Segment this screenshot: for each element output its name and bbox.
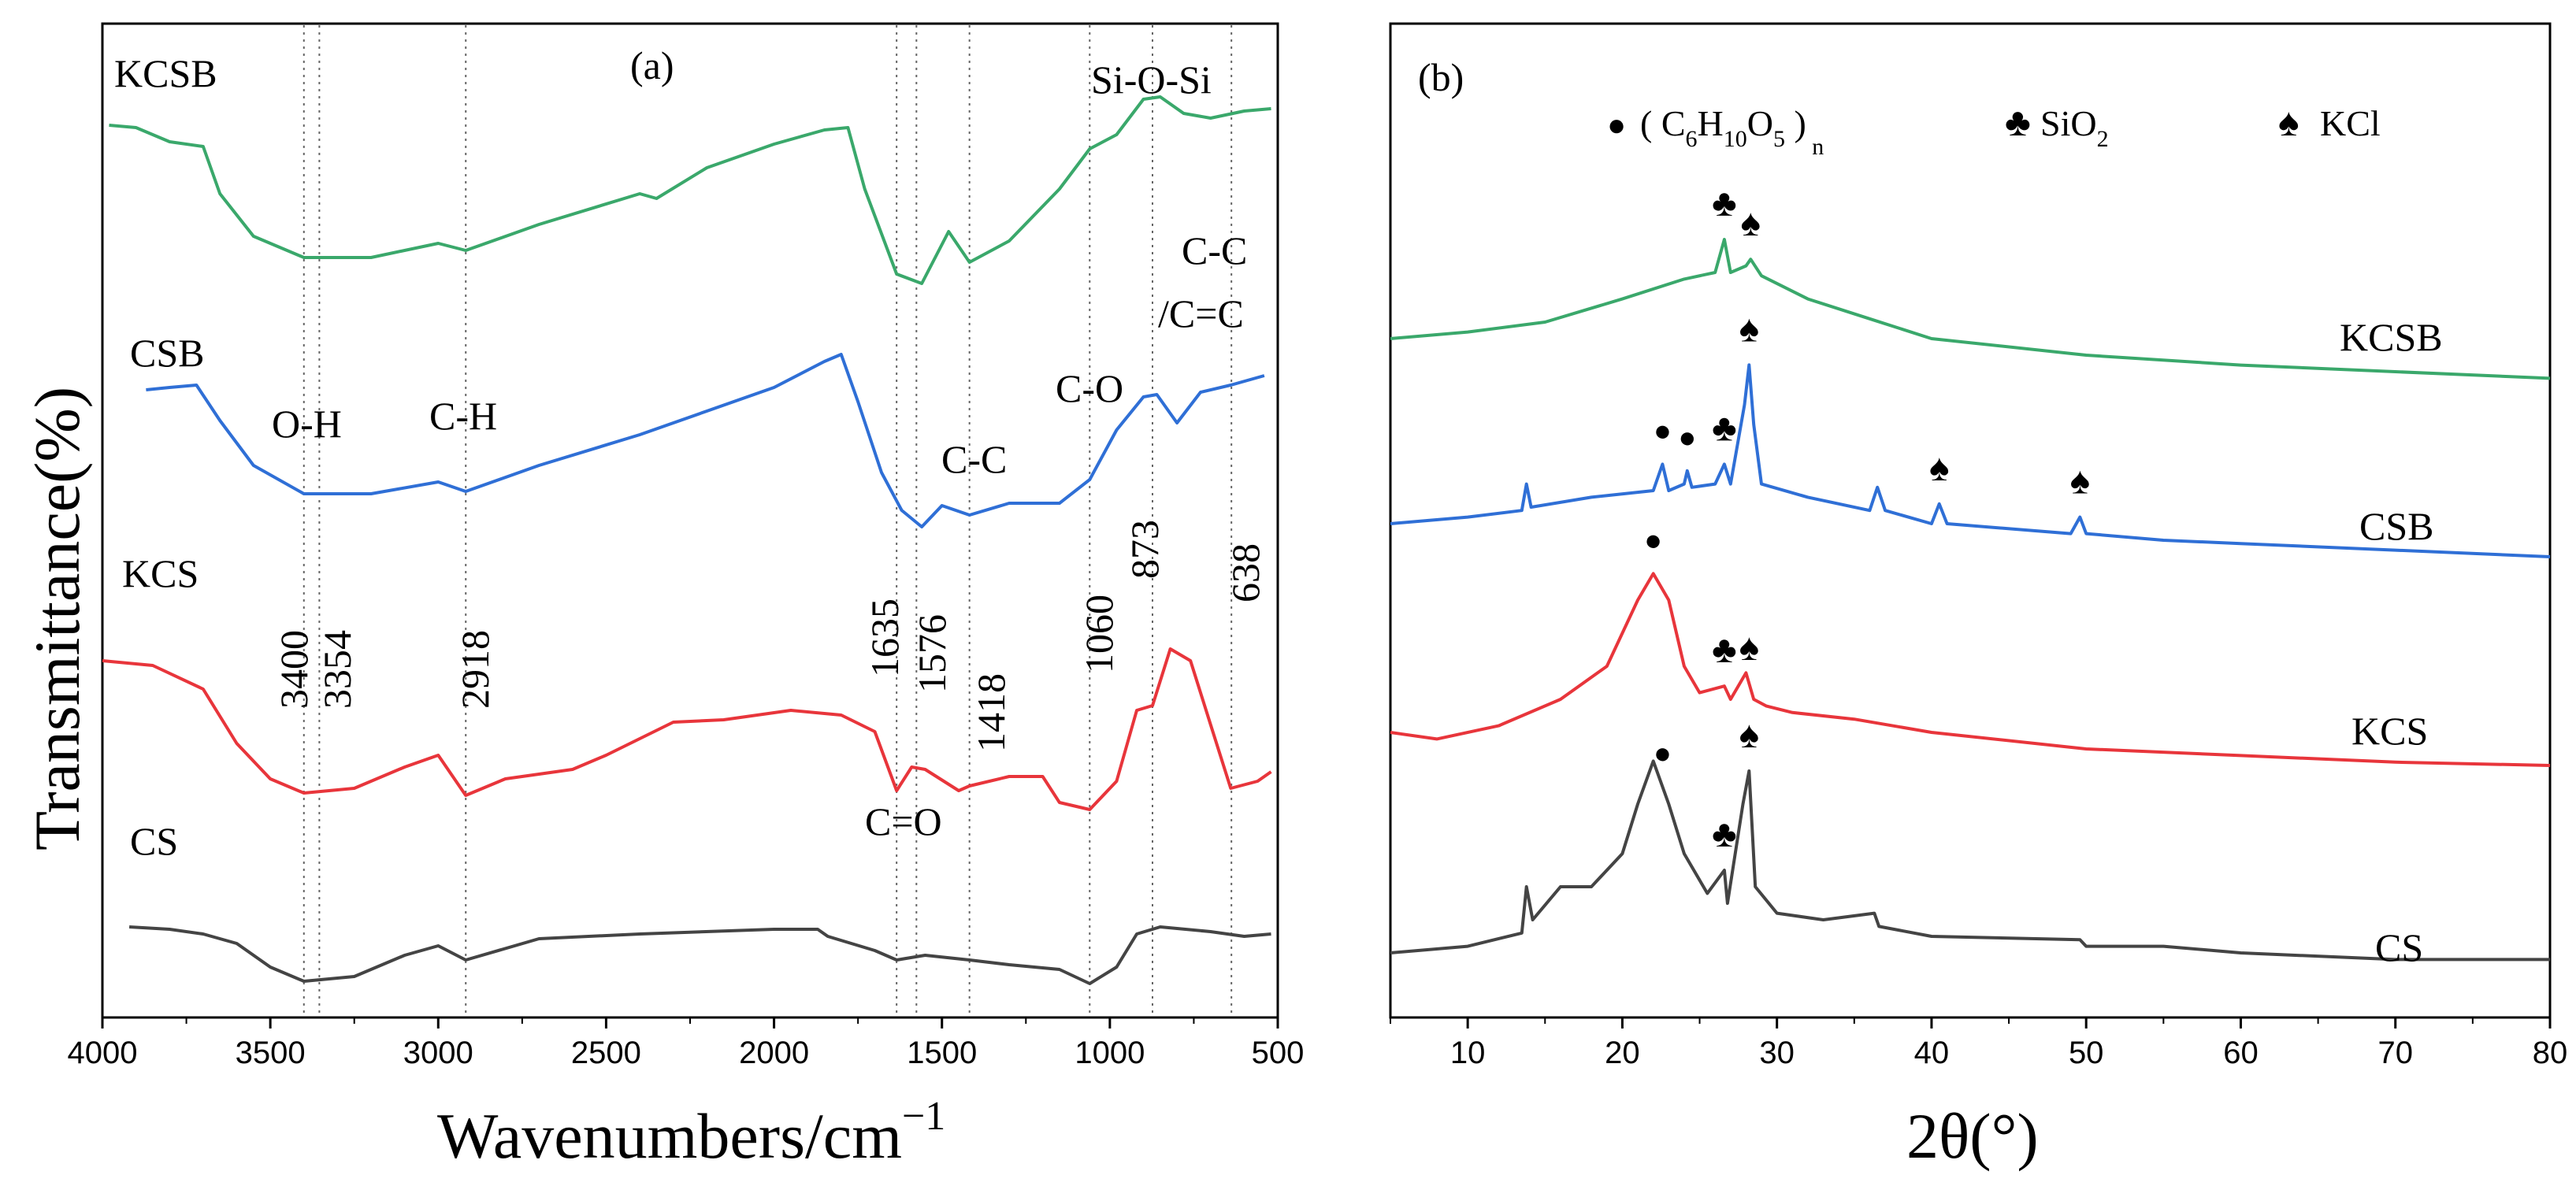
peak-marker-kcs-8: ● [1644,524,1662,557]
peak-label-3400: 3400 [272,630,316,709]
peak-label-638: 638 [1223,543,1268,602]
series-label-kcsb-a: KCSB [114,51,217,95]
panel-a-y-axis-title: Transmittance(%) [21,387,93,851]
band-label-c-double-o: C=O [865,799,942,843]
panel-b-title: (b) [1418,55,1464,99]
peak-label-873: 873 [1123,520,1167,579]
series-label-kcs-a: KCS [122,551,199,595]
series-label-cs-a: CS [130,819,178,863]
panel-b-markers: ♣ ♠● ● ♣♠♠ ♠●♣ ♠●♣♠ [1644,183,2090,855]
peak-marker-cs-12: ♣ [1712,814,1737,855]
series-line-a-kcs [102,647,1272,811]
panel-b-x-axis-title: 2θ(°) [1906,1100,2039,1172]
panel-b-legend: ● ( C6H10O5 ) n ♣ SiO2 ♠ KCl [1607,100,2381,160]
panel-a-x-ticks: 4000 3500 3000 2500 2000 1500 1000 500 [68,1017,1305,1070]
legend-marker-cellulose: ● [1607,107,1626,143]
x-tick-label-b-30: 30 [1759,1036,1795,1070]
series-line-b-kcsb [1390,238,2551,380]
x-tick-label-a-2500: 2500 [571,1036,641,1070]
peak-marker-csb-4: ♣ [1712,407,1737,449]
x-tick-label-b-70: 70 [2377,1036,2413,1070]
series-line-b-cs [1390,759,2550,962]
band-label-c-double-c: /C=C [1158,291,1244,335]
panel-b-frame [1389,22,2552,1019]
legend-label-sio2: SiO2 [2040,103,2109,152]
x-tick-label-b-50: 50 [2069,1036,2104,1070]
x-tick-label-b-20: 20 [1605,1036,1640,1070]
panel-a-frame [101,22,1279,1019]
peak-marker-csb-3: ● [1678,421,1696,454]
series-label-csb-a: CSB [130,331,205,375]
peak-marker-kcsb-0: ♣ [1712,183,1737,224]
x-tick-label-b-40: 40 [1914,1036,1950,1070]
peak-marker-kcs-10: ♠ [1739,627,1760,669]
peak-label-1418: 1418 [969,673,1013,752]
series-line-a-kcsb [109,95,1271,285]
peak-label-2918: 2918 [453,630,497,709]
peak-label-1060: 1060 [1077,595,1121,673]
peak-marker-kcs-9: ♣ [1712,629,1737,671]
panel-a-x-axis-title-main: Wavenumbers/cm [437,1100,902,1172]
panel-b-series [1390,238,2551,962]
peak-marker-kcsb-1: ♠ [1741,202,1761,244]
band-label-oh: O-H [272,402,342,446]
x-tick-label-a-1000: 1000 [1075,1036,1145,1070]
band-label-si-o-si: Si-O-Si [1091,57,1212,102]
panel-a-series [102,95,1272,985]
legend-label-cellulose: ( C6H10O5 ) n [1640,103,1824,160]
peak-marker-csb-6: ♠ [1929,447,1950,489]
x-tick-label-b-10: 10 [1450,1036,1486,1070]
panel-a-x-axis-title: Wavenumbers/cm−1 [437,1094,945,1172]
panel-a-x-axis-title-sup: −1 [902,1094,945,1139]
x-tick-label-a-3500: 3500 [236,1036,306,1070]
series-label-kcsb-b: KCSB [2340,315,2443,359]
band-label-cc2: C-C [1182,228,1247,272]
band-label-ch: C-H [429,394,497,438]
peak-label-3354: 3354 [315,630,359,709]
panel-a-title: (a) [630,43,674,87]
peak-label-1635: 1635 [863,599,907,677]
legend-label-kcl: KCl [2320,103,2381,143]
legend-marker-sio2: ♣ [2005,100,2031,144]
panel-b-x-ticks: 10 20 30 40 50 60 70 80 [1390,1017,2567,1070]
peak-marker-csb-2: ● [1654,414,1672,447]
panel-a-reference-lines [303,25,1233,1016]
x-tick-label-a-4000: 4000 [68,1036,138,1070]
peak-marker-csb-7: ♠ [2070,461,2091,502]
series-line-b-kcs [1390,572,2551,767]
series-label-csb-b: CSB [2359,504,2434,548]
x-tick-label-b-60: 60 [2223,1036,2259,1070]
x-tick-label-a-3000: 3000 [403,1036,473,1070]
series-line-a-csb [146,353,1265,528]
x-tick-label-a-2000: 2000 [739,1036,809,1070]
x-tick-label-b-80: 80 [2533,1036,2568,1070]
peak-marker-cs-13: ♠ [1739,714,1760,756]
band-label-cc: C-C [941,437,1007,481]
x-tick-label-a-1500: 1500 [907,1036,977,1070]
peak-marker-csb-5: ♠ [1739,308,1760,350]
peak-label-1576: 1576 [910,614,954,693]
legend-marker-kcl: ♠ [2278,100,2299,144]
series-label-cs-b: CS [2375,925,2423,969]
x-tick-label-a-500: 500 [1252,1036,1305,1070]
peak-marker-cs-11: ● [1654,737,1672,770]
band-label-co: C-O [1056,366,1123,410]
series-line-a-cs [128,925,1271,985]
series-label-kcs-b: KCS [2351,709,2428,753]
series-line-b-csb [1390,363,2551,558]
